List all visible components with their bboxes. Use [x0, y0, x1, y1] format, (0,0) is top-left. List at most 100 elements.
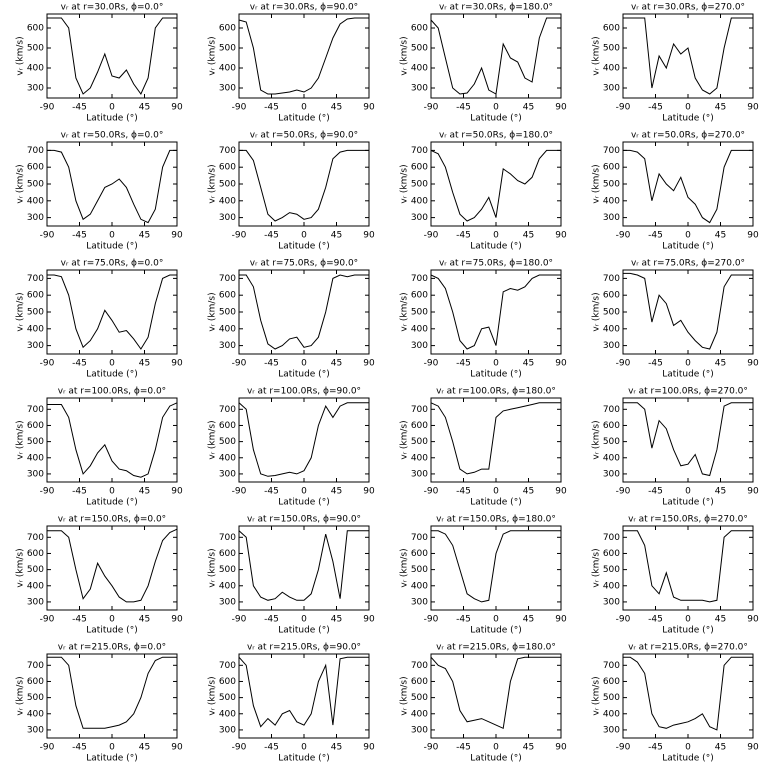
panel-title: vᵣ at r=50.0Rs, ϕ=0.0°	[61, 131, 164, 141]
panel-title: vᵣ at r=215.0Rs, ϕ=90.0°	[247, 643, 361, 653]
speed-curve	[430, 402, 561, 475]
x-tick-label: -45	[648, 231, 663, 241]
y-tick-label: 400	[27, 64, 44, 74]
plot-frame	[46, 525, 178, 611]
y-tick-label: 500	[219, 437, 236, 447]
panel-title: vᵣ at r=75.0Rs, ϕ=270.0°	[631, 259, 745, 269]
x-tick-label: 90	[555, 615, 567, 625]
x-tick-label: 45	[139, 487, 150, 497]
y-tick-label: 700	[27, 405, 44, 415]
y-tick-label: 300	[219, 84, 236, 94]
x-axis-label: Latitude (°)	[662, 626, 713, 636]
y-tick-label: 600	[219, 24, 236, 34]
y-tick-label: 400	[219, 453, 236, 463]
x-tick-label: -90	[232, 103, 247, 113]
y-tick-label: 700	[411, 533, 428, 543]
x-tick-label: 0	[685, 231, 691, 241]
y-tick-label: 400	[219, 709, 236, 719]
y-tick-label: 500	[27, 180, 44, 190]
x-tick-label: 90	[171, 359, 183, 369]
x-tick-label: 45	[523, 231, 534, 241]
plot-frame	[622, 653, 754, 739]
y-tick-label: 600	[219, 549, 236, 559]
x-tick-label: 90	[555, 743, 567, 753]
x-axis-label: Latitude (°)	[278, 498, 329, 508]
y-axis-label: vᵣ (km/s)	[208, 548, 218, 587]
x-axis-label: Latitude (°)	[278, 626, 329, 636]
x-tick-label: 90	[555, 487, 567, 497]
y-tick-label: 300	[603, 597, 620, 607]
x-tick-label: -45	[456, 615, 471, 625]
y-tick-label: 300	[219, 469, 236, 479]
y-tick-label: 300	[27, 469, 44, 479]
panel-title: vᵣ at r=150.0Rs, ϕ=90.0°	[247, 515, 361, 525]
panel-title: vᵣ at r=30.0Rs, ϕ=0.0°	[61, 3, 164, 13]
y-tick-label: 600	[411, 163, 428, 173]
speed-curve	[623, 149, 753, 224]
speed-curve	[238, 17, 369, 95]
y-tick-label: 600	[603, 291, 620, 301]
y-tick-label: 500	[603, 180, 620, 190]
y-tick-label: 700	[603, 405, 620, 415]
speed-curve	[430, 656, 561, 730]
plot-frame	[622, 397, 754, 483]
y-tick-label: 700	[603, 661, 620, 671]
x-axis-label: Latitude (°)	[86, 754, 137, 764]
speed-curve	[430, 17, 561, 95]
x-tick-label: -45	[648, 743, 663, 753]
x-tick-label: 45	[139, 103, 150, 113]
x-tick-label: -90	[40, 615, 55, 625]
y-axis-label: vᵣ (km/s)	[208, 36, 218, 75]
y-tick-label: 500	[219, 44, 236, 54]
speed-curve	[47, 656, 177, 729]
y-tick-label: 400	[27, 709, 44, 719]
y-tick-label: 500	[27, 308, 44, 318]
y-tick-label: 600	[411, 421, 428, 431]
x-tick-label: 0	[109, 103, 115, 113]
x-axis-label: Latitude (°)	[470, 242, 521, 252]
x-tick-label: 90	[171, 487, 183, 497]
y-axis-label: vᵣ (km/s)	[592, 420, 602, 459]
x-tick-label: 90	[747, 103, 759, 113]
y-tick-label: 300	[27, 597, 44, 607]
x-tick-label: 90	[747, 359, 759, 369]
x-tick-label: 0	[685, 487, 691, 497]
speed-curve	[238, 530, 369, 601]
x-tick-label: 0	[493, 359, 499, 369]
x-axis-label: Latitude (°)	[662, 242, 713, 252]
x-tick-label: 45	[523, 487, 534, 497]
plot-frame	[622, 269, 754, 355]
x-axis-label: Latitude (°)	[86, 498, 137, 508]
y-axis-label: vᵣ (km/s)	[400, 164, 410, 203]
y-tick-label: 600	[603, 421, 620, 431]
y-axis-label: vᵣ (km/s)	[400, 420, 410, 459]
x-tick-label: -90	[40, 231, 55, 241]
y-tick-label: 600	[603, 24, 620, 34]
y-tick-label: 600	[411, 677, 428, 687]
y-tick-label: 600	[219, 677, 236, 687]
y-tick-label: 700	[219, 146, 236, 156]
x-tick-label: -90	[232, 615, 247, 625]
y-tick-label: 300	[411, 341, 428, 351]
y-tick-label: 700	[27, 146, 44, 156]
x-tick-label: 45	[331, 743, 342, 753]
y-tick-label: 300	[603, 213, 620, 223]
y-tick-label: 400	[603, 581, 620, 591]
plot-frame	[430, 525, 562, 611]
x-tick-label: 45	[331, 487, 342, 497]
speed-curve	[239, 274, 369, 350]
plot-frame	[238, 525, 370, 611]
x-axis-label: Latitude (°)	[470, 626, 521, 636]
x-tick-label: 45	[715, 359, 726, 369]
x-tick-label: -45	[648, 615, 663, 625]
y-tick-label: 500	[27, 437, 44, 447]
x-axis-label: Latitude (°)	[662, 498, 713, 508]
y-tick-label: 700	[219, 405, 236, 415]
y-tick-label: 700	[411, 405, 428, 415]
y-tick-label: 500	[411, 44, 428, 54]
y-axis-label: vᵣ (km/s)	[400, 548, 410, 587]
y-tick-label: 500	[411, 693, 428, 703]
x-tick-label: 45	[331, 615, 342, 625]
y-tick-label: 500	[27, 565, 44, 575]
x-axis-label: Latitude (°)	[470, 498, 521, 508]
